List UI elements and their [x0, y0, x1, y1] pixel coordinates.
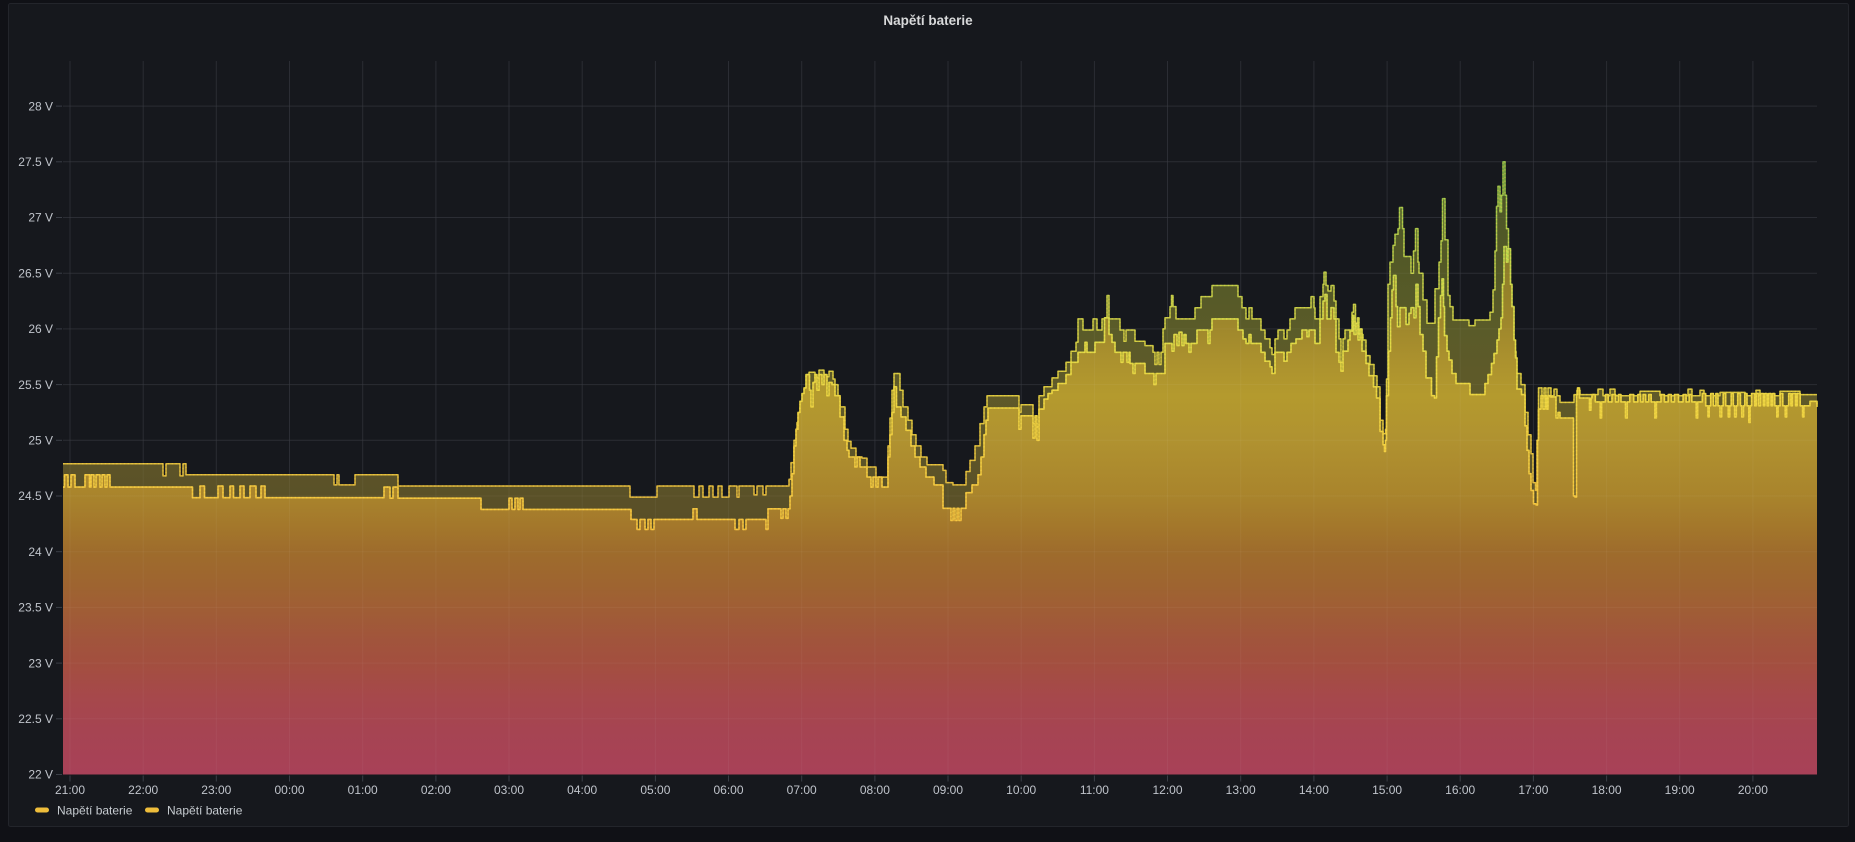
svg-text:20:00: 20:00 — [1738, 783, 1768, 797]
svg-text:24 V: 24 V — [28, 545, 53, 559]
svg-text:Napětí baterie: Napětí baterie — [167, 804, 243, 818]
svg-text:00:00: 00:00 — [274, 783, 304, 797]
svg-text:12:00: 12:00 — [1152, 783, 1182, 797]
svg-text:23:00: 23:00 — [201, 783, 231, 797]
svg-text:Napětí baterie: Napětí baterie — [883, 13, 973, 28]
svg-text:27.5 V: 27.5 V — [18, 155, 53, 169]
svg-text:26 V: 26 V — [28, 322, 53, 336]
svg-text:16:00: 16:00 — [1445, 783, 1475, 797]
svg-text:01:00: 01:00 — [348, 783, 378, 797]
svg-text:14:00: 14:00 — [1299, 783, 1329, 797]
svg-text:24.5 V: 24.5 V — [18, 489, 53, 503]
svg-text:22 V: 22 V — [28, 768, 53, 782]
svg-text:22.5 V: 22.5 V — [18, 712, 53, 726]
svg-text:26.5 V: 26.5 V — [18, 266, 53, 280]
svg-text:07:00: 07:00 — [787, 783, 817, 797]
svg-text:21:00: 21:00 — [55, 783, 85, 797]
svg-text:23 V: 23 V — [28, 656, 53, 670]
svg-text:05:00: 05:00 — [640, 783, 670, 797]
svg-text:25 V: 25 V — [28, 434, 53, 448]
svg-text:03:00: 03:00 — [494, 783, 524, 797]
svg-text:Napětí baterie: Napětí baterie — [57, 804, 133, 818]
svg-text:28 V: 28 V — [28, 99, 53, 113]
svg-text:18:00: 18:00 — [1592, 783, 1622, 797]
svg-text:27 V: 27 V — [28, 211, 53, 225]
svg-text:10:00: 10:00 — [1006, 783, 1036, 797]
svg-text:02:00: 02:00 — [421, 783, 451, 797]
svg-text:23.5 V: 23.5 V — [18, 601, 53, 615]
svg-text:25.5 V: 25.5 V — [18, 378, 53, 392]
svg-text:11:00: 11:00 — [1080, 783, 1109, 797]
svg-text:17:00: 17:00 — [1518, 783, 1548, 797]
svg-text:22:00: 22:00 — [128, 783, 158, 797]
svg-text:13:00: 13:00 — [1226, 783, 1256, 797]
svg-text:08:00: 08:00 — [860, 783, 890, 797]
svg-text:19:00: 19:00 — [1665, 783, 1695, 797]
svg-text:09:00: 09:00 — [933, 783, 963, 797]
svg-text:04:00: 04:00 — [567, 783, 597, 797]
svg-text:06:00: 06:00 — [713, 783, 743, 797]
svg-text:15:00: 15:00 — [1372, 783, 1402, 797]
